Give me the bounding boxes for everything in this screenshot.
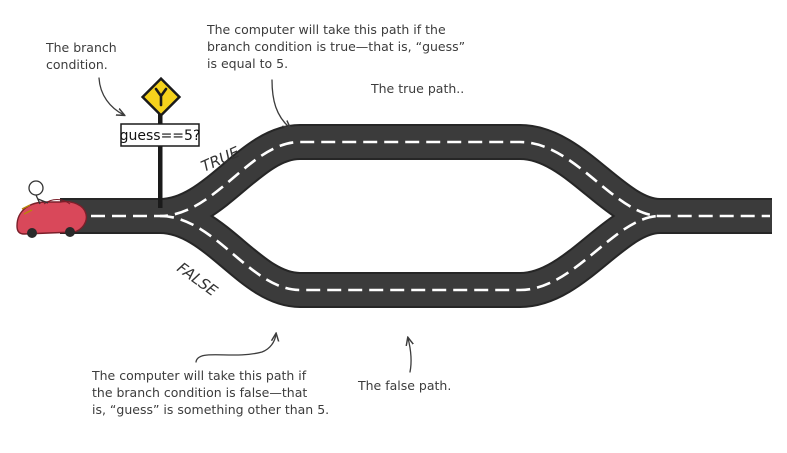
note-line: The true path..	[371, 81, 465, 96]
y-junction-warning-sign	[154, 87, 168, 107]
lane-marking-true-path	[70, 140, 770, 218]
note-line: the branch condition is false—that	[92, 385, 308, 400]
note-line: The computer will take this path if	[92, 368, 307, 383]
note-line: condition.	[46, 57, 108, 72]
branch-sign: guess==5?	[120, 76, 201, 208]
arrow-false-branch	[195, 334, 276, 363]
branch-condition-note: The branch condition.	[46, 39, 117, 73]
note-line: is equal to 5.	[207, 56, 289, 71]
arrow-true-branch	[271, 79, 290, 128]
arrow-branch-condition	[98, 77, 124, 115]
lane-marking-false-path	[159, 214, 661, 292]
note-line: The branch	[46, 40, 117, 55]
note-line: The computer will take this path if the	[207, 22, 446, 37]
note-line: is, “guess” is something other than 5.	[92, 402, 330, 417]
true-path-note: The true path..	[371, 80, 464, 97]
arrow-false-path	[408, 338, 411, 373]
true-branch-note: The computer will take this path if the …	[207, 21, 465, 72]
false-path-note: The false path.	[358, 377, 451, 394]
note-line: The false path.	[358, 378, 452, 393]
note-line: branch condition is true—that is, “guess…	[207, 39, 466, 54]
sign-post	[158, 108, 163, 208]
false-road-label: FALSE	[174, 259, 222, 301]
road	[60, 124, 772, 308]
driver-head	[28, 180, 44, 196]
car-icon	[16, 180, 88, 238]
false-branch-note: The computer will take this path if the …	[92, 367, 329, 418]
condition-sign-text: guess==5?	[120, 128, 201, 144]
condition-sign-box: guess==5?	[120, 123, 201, 147]
annotation-arrows	[98, 77, 411, 373]
